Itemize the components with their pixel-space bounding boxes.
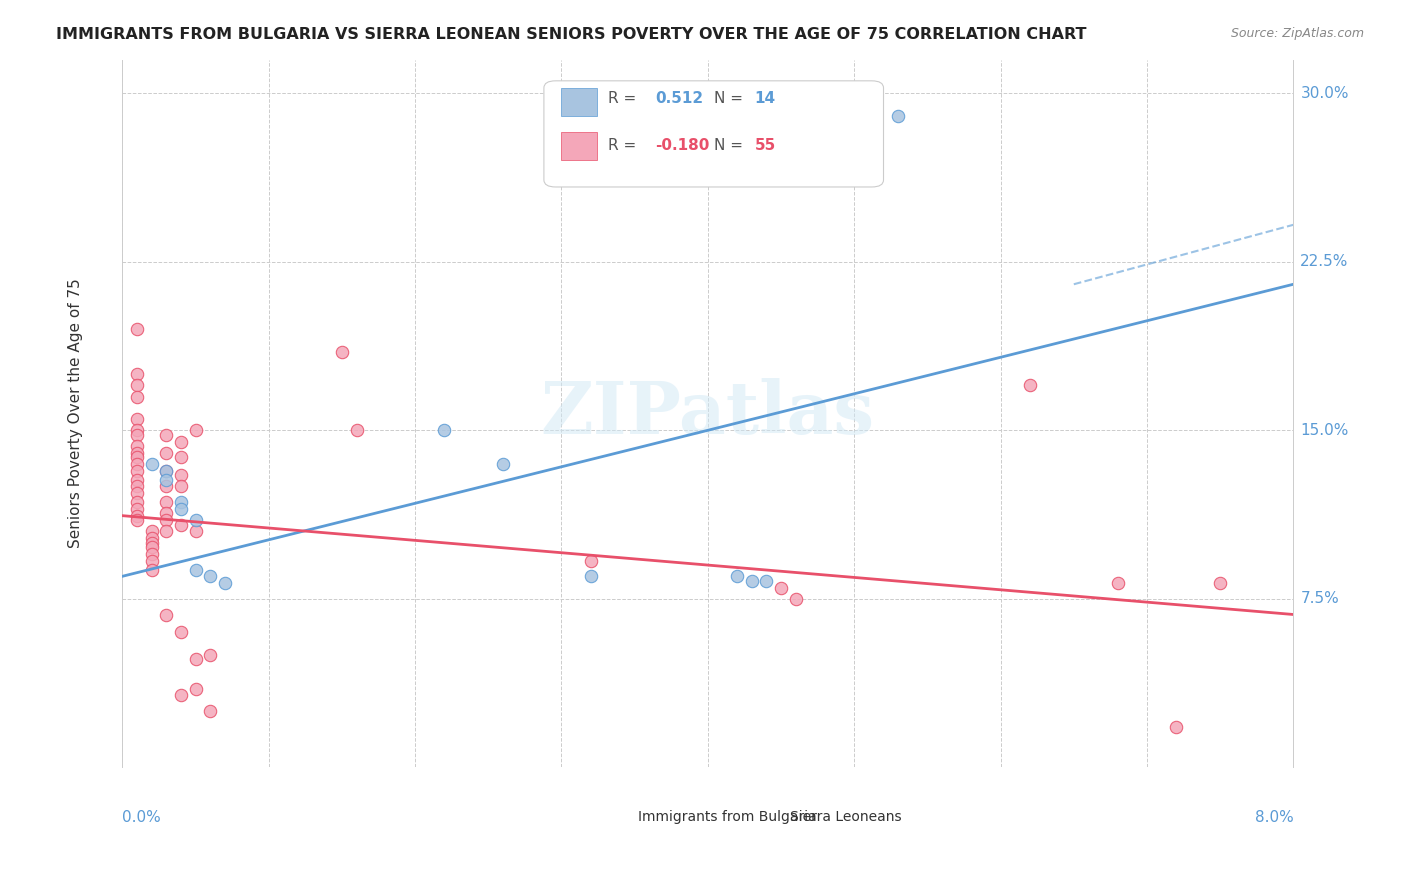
- Point: [1107, 576, 1129, 591]
- Point: [1209, 576, 1232, 591]
- Point: [170, 479, 193, 493]
- Point: [125, 367, 148, 381]
- Point: [125, 473, 148, 487]
- Point: [170, 502, 193, 516]
- Text: 55: 55: [755, 138, 776, 153]
- Point: [170, 450, 193, 465]
- Point: [155, 464, 177, 478]
- Text: 8.0%: 8.0%: [1254, 810, 1294, 825]
- Point: [725, 569, 748, 583]
- Point: [125, 322, 148, 336]
- Point: [170, 517, 193, 532]
- Point: [184, 513, 207, 527]
- Point: [125, 457, 148, 471]
- Point: [125, 427, 148, 442]
- Point: [433, 423, 456, 437]
- Point: [170, 689, 193, 703]
- Point: [155, 607, 177, 622]
- Point: [141, 524, 163, 539]
- Point: [198, 648, 221, 662]
- Point: [1018, 378, 1040, 392]
- Point: [1166, 720, 1188, 734]
- Point: [125, 479, 148, 493]
- Point: [141, 540, 163, 554]
- FancyBboxPatch shape: [561, 88, 596, 116]
- Text: 7.5%: 7.5%: [1301, 591, 1339, 607]
- Point: [125, 412, 148, 426]
- Point: [125, 502, 148, 516]
- Text: Sierra Leoneans: Sierra Leoneans: [790, 810, 901, 824]
- Point: [125, 508, 148, 523]
- Text: 15.0%: 15.0%: [1301, 423, 1348, 438]
- Point: [141, 457, 163, 471]
- Point: [155, 473, 177, 487]
- Point: [198, 569, 221, 583]
- Point: [155, 479, 177, 493]
- Point: [155, 495, 177, 509]
- Point: [155, 464, 177, 478]
- Point: [741, 574, 763, 588]
- Text: Seniors Poverty Over the Age of 75: Seniors Poverty Over the Age of 75: [67, 278, 83, 549]
- Point: [141, 547, 163, 561]
- Point: [125, 513, 148, 527]
- Point: [170, 625, 193, 640]
- Point: [125, 378, 148, 392]
- Point: [198, 704, 221, 718]
- Point: [887, 109, 910, 123]
- Text: 30.0%: 30.0%: [1301, 86, 1348, 101]
- Text: 0.512: 0.512: [655, 91, 703, 106]
- Text: 0.0%: 0.0%: [122, 810, 162, 825]
- Point: [579, 569, 602, 583]
- Text: 14: 14: [755, 91, 776, 106]
- Text: R =: R =: [609, 91, 637, 106]
- Point: [125, 495, 148, 509]
- Point: [184, 524, 207, 539]
- Point: [770, 581, 793, 595]
- Point: [170, 495, 193, 509]
- FancyBboxPatch shape: [561, 132, 596, 160]
- Point: [125, 446, 148, 460]
- FancyBboxPatch shape: [544, 81, 883, 187]
- Point: [125, 390, 148, 404]
- Text: -0.180: -0.180: [655, 138, 710, 153]
- Text: ZIPatlas: ZIPatlas: [541, 378, 875, 449]
- Text: IMMIGRANTS FROM BULGARIA VS SIERRA LEONEAN SENIORS POVERTY OVER THE AGE OF 75 CO: IMMIGRANTS FROM BULGARIA VS SIERRA LEONE…: [56, 27, 1087, 42]
- Text: 22.5%: 22.5%: [1301, 254, 1348, 269]
- Point: [492, 457, 515, 471]
- Text: Immigrants from Bulgaria: Immigrants from Bulgaria: [637, 810, 817, 824]
- Point: [184, 423, 207, 437]
- Point: [214, 576, 236, 591]
- FancyBboxPatch shape: [596, 803, 631, 831]
- Point: [346, 423, 368, 437]
- Point: [184, 652, 207, 666]
- Point: [170, 468, 193, 483]
- Point: [141, 531, 163, 545]
- Text: R =: R =: [609, 138, 637, 153]
- Point: [125, 450, 148, 465]
- Point: [755, 574, 778, 588]
- Point: [141, 553, 163, 567]
- Text: N =: N =: [714, 138, 742, 153]
- Point: [155, 507, 177, 521]
- Point: [155, 513, 177, 527]
- Point: [170, 434, 193, 449]
- Point: [155, 524, 177, 539]
- FancyBboxPatch shape: [749, 803, 785, 831]
- Point: [184, 563, 207, 577]
- Point: [155, 427, 177, 442]
- Point: [579, 553, 602, 567]
- Point: [184, 681, 207, 696]
- Point: [125, 464, 148, 478]
- Point: [125, 439, 148, 453]
- Text: N =: N =: [714, 91, 742, 106]
- Point: [141, 563, 163, 577]
- Point: [330, 344, 353, 359]
- Point: [125, 423, 148, 437]
- Point: [155, 446, 177, 460]
- Text: Source: ZipAtlas.com: Source: ZipAtlas.com: [1230, 27, 1364, 40]
- Point: [141, 535, 163, 549]
- Point: [785, 591, 807, 606]
- Point: [125, 486, 148, 500]
